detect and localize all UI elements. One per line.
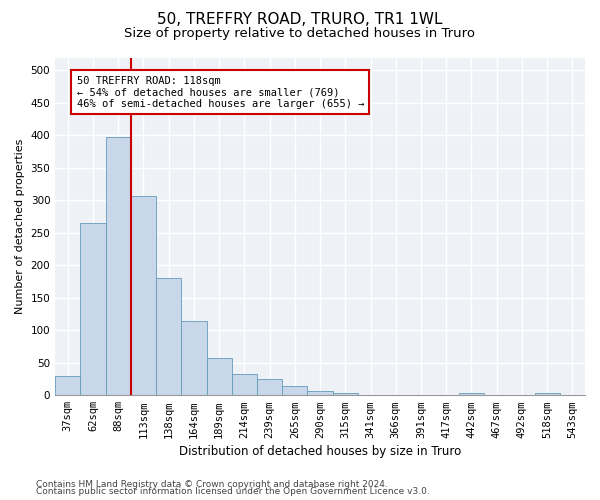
- Y-axis label: Number of detached properties: Number of detached properties: [15, 138, 25, 314]
- Bar: [55, 376, 80, 395]
- Bar: [307, 390, 332, 395]
- Bar: [459, 392, 484, 395]
- Bar: [80, 223, 106, 395]
- Text: Contains public sector information licensed under the Open Government Licence v3: Contains public sector information licen…: [36, 487, 430, 496]
- Bar: [257, 379, 282, 395]
- Text: 50, TREFFRY ROAD, TRURO, TR1 1WL: 50, TREFFRY ROAD, TRURO, TR1 1WL: [157, 12, 443, 28]
- Bar: [232, 374, 257, 395]
- X-axis label: Distribution of detached houses by size in Truro: Distribution of detached houses by size …: [179, 444, 461, 458]
- Bar: [535, 392, 560, 395]
- Bar: [206, 358, 232, 395]
- Bar: [156, 278, 181, 395]
- Bar: [282, 386, 307, 395]
- Text: 50 TREFFRY ROAD: 118sqm
← 54% of detached houses are smaller (769)
46% of semi-d: 50 TREFFRY ROAD: 118sqm ← 54% of detache…: [77, 76, 364, 109]
- Bar: [332, 392, 358, 395]
- Bar: [181, 320, 206, 395]
- Text: Contains HM Land Registry data © Crown copyright and database right 2024.: Contains HM Land Registry data © Crown c…: [36, 480, 388, 489]
- Text: Size of property relative to detached houses in Truro: Size of property relative to detached ho…: [125, 28, 476, 40]
- Bar: [131, 196, 156, 395]
- Bar: [106, 138, 131, 395]
